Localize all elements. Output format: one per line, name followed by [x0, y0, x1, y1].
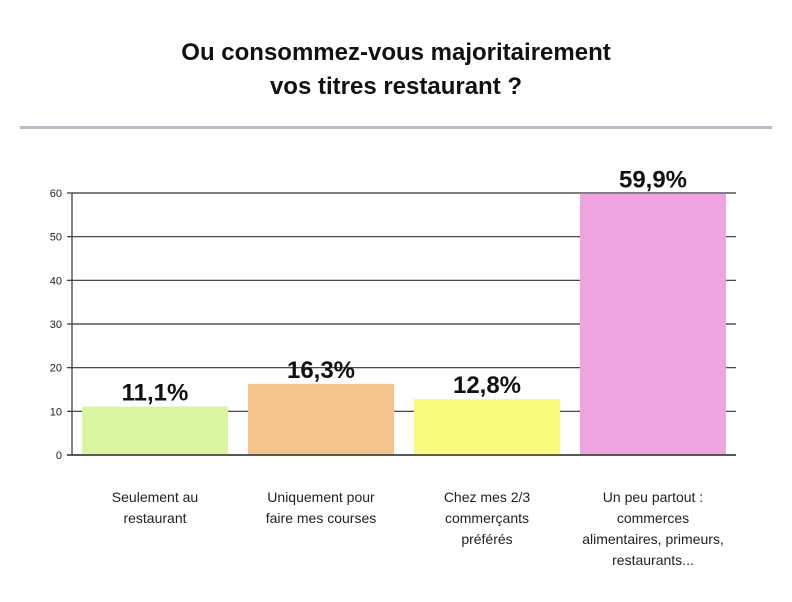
category-label-1: Seulement au	[112, 489, 198, 505]
data-label-1: 11,1%	[122, 380, 189, 407]
chart-title: Ou consommez-vous majoritairement vos ti…	[0, 36, 792, 104]
y-tick-label: 20	[50, 363, 62, 375]
data-label-4: 59,9%	[619, 166, 687, 193]
data-label-2: 16,3%	[287, 357, 355, 384]
bar-1	[82, 406, 228, 455]
category-label-4: alimentaires, primeurs,	[582, 531, 724, 547]
category-label-4: commerces	[617, 510, 689, 526]
chart-title-line-1: Ou consommez-vous majoritairement	[181, 39, 611, 66]
chart-title-line-2: vos titres restaurant ?	[269, 73, 523, 100]
y-tick-label: 0	[56, 450, 62, 462]
bar-3	[414, 399, 560, 455]
y-tick-label: 40	[50, 275, 62, 287]
category-label-3: commerçants	[445, 510, 529, 526]
category-label-3: préférés	[461, 531, 512, 547]
data-label-3: 12,8%	[453, 372, 521, 399]
bar-4	[580, 193, 726, 456]
y-tick-label: 50	[50, 232, 62, 244]
y-tick-label: 30	[50, 319, 62, 331]
category-label-4: Un peu partout :	[603, 489, 703, 505]
category-label-2: Uniquement pour	[267, 489, 375, 505]
category-label-2: faire mes courses	[266, 510, 376, 526]
y-tick-label: 10	[50, 406, 62, 418]
bar-2	[248, 383, 394, 455]
title-divider	[20, 126, 772, 129]
y-tick-label: 60	[50, 188, 62, 200]
category-label-3: Chez mes 2/3	[444, 489, 531, 505]
category-label-1: restaurant	[123, 510, 186, 526]
category-label-4: restaurants...	[612, 552, 694, 568]
